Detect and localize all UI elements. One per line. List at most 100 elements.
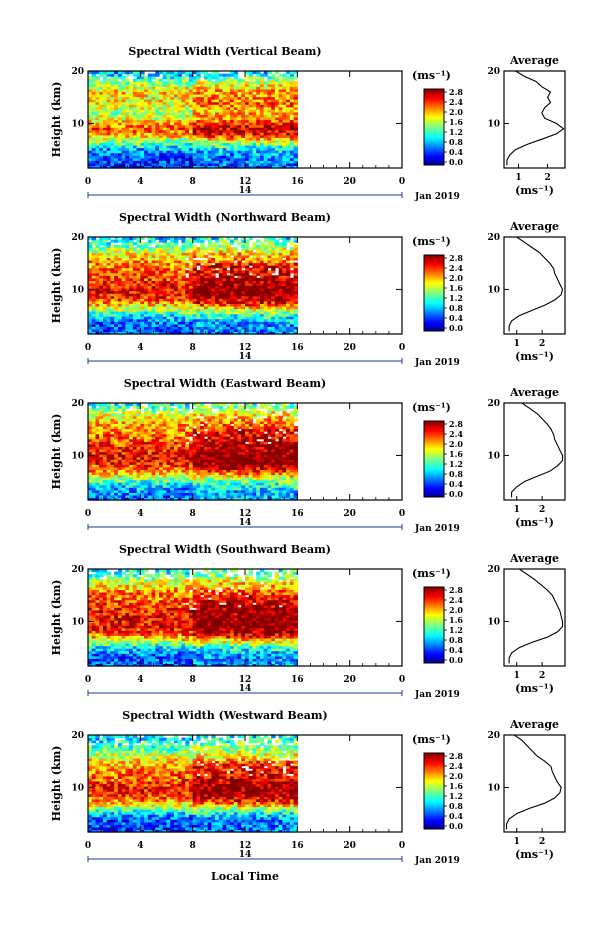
heatmap-cell [248,81,254,85]
heatmap-cell [226,93,231,98]
heatmap-cell [282,145,287,149]
heatmap-cell [192,76,198,80]
heatmap-cell [114,142,119,146]
heatmap-cell [99,308,104,312]
heatmap-cell [151,124,156,128]
heatmap-cell [274,119,280,123]
heatmap-cell [99,132,104,136]
heatmap-cell [162,116,168,121]
heatmap-cell [88,78,93,82]
heatmap-cell [211,305,216,310]
heatmap-cell [125,111,130,115]
heatmap-cell [129,293,134,297]
heatmap-cell [129,109,134,113]
heatmap-cell [222,155,227,159]
heatmap-cell [263,147,269,151]
heatmap-cell [177,147,183,151]
heatmap-cell [192,129,198,133]
heatmap-cell [218,165,224,169]
heatmap-cell [256,88,261,93]
heatmap-cell [215,280,220,284]
heatmap-cell [166,267,171,271]
heatmap-cell [159,81,164,85]
heatmap-cell [88,109,93,113]
heatmap-cell [147,86,153,90]
heatmap-cell [166,83,171,87]
heatmap-cell [274,122,280,126]
heatmap-cell [144,295,149,299]
heatmap-cell [102,331,108,335]
heatmap-cell [271,86,276,90]
heatmap-cell [181,106,186,110]
heatmap-cell [132,242,138,246]
heatmap-cell [211,270,216,274]
heatmap-cell [215,139,220,144]
heatmap-cell [177,323,183,327]
heatmap-cell [170,122,175,126]
heatmap-cell [185,262,190,266]
heatmap-cell [173,116,179,121]
heatmap-cell [226,132,231,136]
heatmap-cell [166,111,171,115]
heatmap-cell [170,86,175,90]
heatmap-cell [121,132,126,136]
heatmap-cell [185,308,190,312]
heatmap-cell [188,139,194,144]
heatmap-cell [188,76,194,80]
heatmap-cell [192,295,198,299]
heatmap-cell [274,147,280,151]
heatmap-cell [151,237,156,241]
heatmap-cell [211,259,216,264]
heatmap-cell [185,124,190,128]
heatmap-cell [289,150,295,154]
heatmap-cell [215,254,220,259]
heatmap-cell [233,111,239,115]
heatmap-cell [102,285,108,289]
heatmap-cell [188,142,194,146]
heatmap-cell [151,311,156,315]
heatmap-cell [185,119,190,123]
heatmap-cell [233,162,239,167]
heatmap-cell [226,139,231,144]
heatmap-cell [99,152,104,156]
heatmap-cell [274,76,280,80]
heatmap-cell [117,303,123,307]
heatmap-cell [155,109,160,113]
heatmap-cell [282,152,287,156]
heatmap-cell [200,249,205,253]
heatmap-cell [218,257,224,261]
heatmap-cell [99,242,104,246]
heatmap-cell [129,134,134,138]
heatmap-cell [132,109,138,113]
heatmap-cell [106,277,112,281]
heatmap-cell [166,152,171,156]
heatmap-cell [114,73,119,77]
heatmap-cell [286,129,291,133]
heatmap-cell [181,139,186,144]
heatmap-cell [230,101,235,105]
heatmap-cell [237,150,242,154]
heatmap-cell [129,252,134,256]
heatmap-cell [151,265,156,269]
heatmap-cell [129,119,134,123]
heatmap-cell [140,145,145,149]
heatmap-cell [192,101,198,105]
chart-title: Spectral Width (Northward Beam) [119,211,331,224]
heatmap-cell [95,277,100,281]
heatmap-cell [192,81,198,85]
heatmap-cell [102,237,108,241]
heatmap-cell [233,73,239,77]
heatmap-cell [252,91,257,95]
heatmap-cell [267,83,272,87]
heatmap-cell [170,127,175,131]
heatmap-cell [144,280,149,284]
heatmap-cell [241,162,246,167]
heatmap-cell [230,86,235,90]
heatmap-cell [147,162,153,167]
heatmap-cell [177,124,183,128]
heatmap-cell [274,162,280,167]
heatmap-cell [200,111,205,115]
heatmap-cell [181,277,186,281]
heatmap-cell [147,282,153,287]
heatmap-cell [177,262,183,266]
